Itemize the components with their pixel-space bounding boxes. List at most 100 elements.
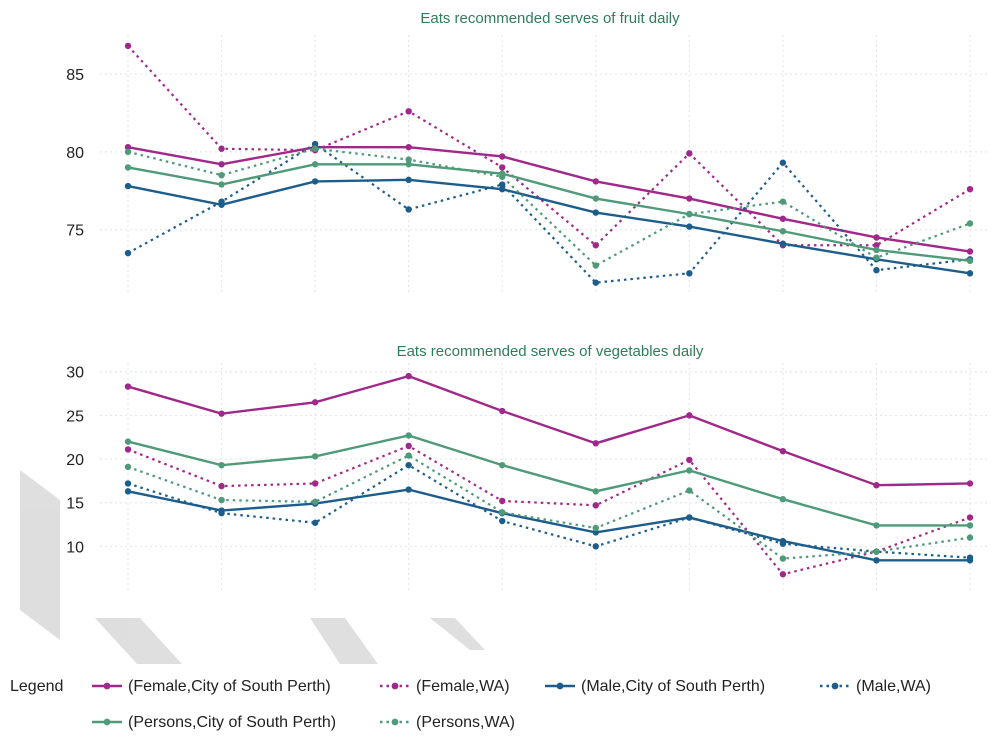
vegetables-y-tick-label: 30 [66, 365, 84, 382]
fruit-point-female-city-of-south-perth [873, 234, 880, 241]
fruit-point-persons-wa [966, 220, 974, 227]
legend-marker-persons-city-of-south-perth [103, 718, 111, 726]
vegetables-point-persons-city-of-south-perth [779, 496, 787, 503]
fruit-point-female-city-of-south-perth [405, 143, 412, 151]
vegetables-point-female-wa [405, 442, 412, 450]
fruit-point-male-wa [311, 140, 319, 148]
vegetables-point-female-wa [686, 456, 693, 464]
vegetables-y-tick-label: 10 [66, 539, 84, 556]
vegetables-point-female-wa [966, 514, 974, 521]
fruit-point-female-wa [499, 164, 506, 171]
vegetables-point-female-city-of-south-perth [218, 410, 225, 417]
vegetables-point-female-city-of-south-perth [873, 482, 880, 489]
fruit-point-persons-wa [124, 148, 132, 156]
vegetables-chart: Eats recommended serves of vegetables da… [66, 343, 990, 590]
vegetables-point-persons-city-of-south-perth [592, 488, 599, 495]
vegetables-y-tick-label: 20 [66, 452, 84, 469]
vegetables-point-male-city-of-south-perth [873, 557, 880, 564]
fruit-point-persons-city-of-south-perth [873, 246, 880, 254]
vegetables-point-persons-wa [405, 452, 412, 459]
fruit-point-female-wa [686, 150, 693, 157]
fruit-chart: Eats recommended serves of fruit daily 7… [66, 10, 990, 292]
fruit-point-persons-city-of-south-perth [779, 228, 787, 235]
fruit-point-persons-wa [405, 156, 412, 163]
fruit-series-female-city-of-south-perth [127, 145, 971, 253]
vegetables-point-persons-city-of-south-perth [311, 453, 319, 460]
fruit-series-male-city-of-south-perth [127, 178, 971, 275]
fruit-point-male-city-of-south-perth [592, 209, 599, 216]
vegetables-point-male-wa [311, 519, 319, 526]
fruit-point-persons-wa [311, 145, 319, 152]
vegetables-point-persons-city-of-south-perth [966, 522, 974, 529]
fruit-y-tick-label: 80 [66, 145, 84, 162]
fruit-point-male-city-of-south-perth [779, 240, 787, 247]
fruit-point-male-city-of-south-perth [311, 178, 319, 185]
fruit-point-male-wa [218, 198, 225, 205]
fruit-point-male-city-of-south-perth [966, 270, 974, 277]
legend-marker-male-wa [831, 682, 839, 690]
vegetables-point-persons-wa [873, 548, 880, 555]
watermark [20, 470, 485, 664]
fruit-point-male-wa [779, 159, 787, 166]
vegetables-point-male-wa [592, 543, 599, 550]
vegetables-point-persons-city-of-south-perth [499, 461, 506, 469]
vegetables-point-persons-city-of-south-perth [124, 438, 132, 445]
vegetables-point-male-wa [405, 461, 412, 469]
fruit-series-persons-wa [127, 147, 971, 267]
vegetables-point-female-wa [218, 482, 225, 490]
vegetables-point-persons-wa [779, 555, 787, 562]
fruit-point-female-city-of-south-perth [218, 161, 225, 168]
legend-label-male-wa: (Male,WA) [856, 678, 931, 695]
vegetables-point-female-city-of-south-perth [592, 440, 599, 447]
fruit-series-male-wa [127, 142, 971, 284]
legend: Legend (Female,City of South Perth) (Fema… [10, 678, 931, 731]
vegetables-point-persons-wa [592, 524, 599, 532]
fruit-point-persons-wa [499, 173, 506, 180]
vegetables-point-persons-city-of-south-perth [405, 432, 412, 439]
fruit-point-female-city-of-south-perth [686, 195, 693, 202]
vegetables-series-female-wa [127, 444, 971, 576]
fruit-chart-title: Eats recommended serves of fruit daily [420, 10, 680, 27]
fruit-point-persons-wa [218, 171, 225, 179]
fruit-point-male-city-of-south-perth [405, 176, 412, 184]
fruit-point-persons-wa [873, 254, 880, 261]
vegetables-y-tick-label: 25 [66, 408, 84, 425]
vegetables-point-female-wa [499, 497, 506, 505]
vegetables-point-female-city-of-south-perth [311, 399, 319, 406]
fruit-point-male-wa [124, 249, 132, 257]
vegetables-point-male-wa [218, 509, 225, 517]
vegetables-point-male-wa [686, 514, 693, 521]
fruit-point-female-wa [218, 145, 225, 152]
fruit-point-persons-city-of-south-perth [218, 181, 225, 188]
vegetables-point-male-wa [779, 540, 787, 547]
vegetables-point-persons-city-of-south-perth [686, 467, 693, 474]
legend-label-female-city-of-south-perth: (Female,City of South Perth) [128, 678, 331, 695]
vegetables-point-persons-city-of-south-perth [218, 461, 225, 469]
vegetables-point-female-city-of-south-perth [966, 480, 974, 487]
legend-marker-male-city-of-south-perth [556, 682, 564, 690]
vegetables-point-male-city-of-south-perth [405, 486, 412, 493]
vegetables-point-female-wa [124, 446, 132, 453]
fruit-point-female-city-of-south-perth [779, 215, 787, 222]
vegetables-point-female-wa [779, 571, 787, 578]
vegetables-point-persons-wa [124, 463, 132, 471]
fruit-point-female-wa [873, 242, 880, 249]
vegetables-series-female-city-of-south-perth [127, 374, 971, 487]
fruit-point-male-city-of-south-perth [686, 223, 693, 230]
vegetables-point-female-city-of-south-perth [779, 447, 787, 455]
legend-label-persons-wa: (Persons,WA) [416, 714, 515, 731]
vegetables-point-female-wa [311, 480, 319, 487]
vegetables-point-persons-wa [686, 487, 693, 494]
legend-marker-female-city-of-south-perth [103, 682, 111, 690]
vegetables-y-tick-label: 15 [66, 496, 84, 513]
fruit-point-female-wa [124, 42, 132, 50]
vegetables-point-female-city-of-south-perth [405, 372, 412, 380]
fruit-point-female-city-of-south-perth [499, 153, 506, 160]
legend-marker-persons-wa [391, 718, 399, 726]
vegetables-series-male-wa [127, 463, 971, 559]
fruit-point-male-wa [499, 181, 506, 188]
vegetables-series-persons-city-of-south-perth [127, 434, 970, 527]
fruit-point-male-wa [873, 266, 880, 274]
vegetables-point-male-wa [499, 517, 506, 525]
